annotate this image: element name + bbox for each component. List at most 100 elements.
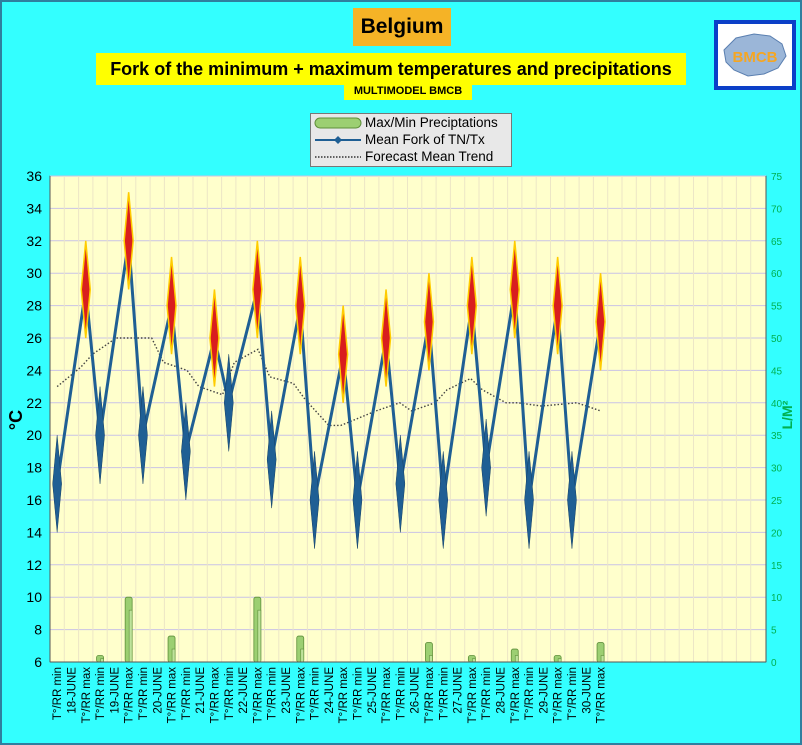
x-tick-label: T°/RR min <box>95 667 107 720</box>
y-tick-label: 26 <box>26 330 42 346</box>
precip-bar-min <box>171 648 176 663</box>
axes: 6 8 10 12 14 16 18 20 22 24 26 28 30 32 34 36 0 5 10 15 20 25… <box>26 168 782 723</box>
bmcb-logo: BMCB <box>714 20 796 90</box>
max-diamond <box>166 256 177 355</box>
min-diamond <box>395 435 406 533</box>
x-tick-label: 30-JUNE <box>581 667 593 714</box>
y-tick-label: 18 <box>26 460 42 476</box>
precip-bar-min <box>600 655 605 663</box>
legend-label-precip: Max/Min Preciptations <box>365 115 498 130</box>
y-tick-label: 36 <box>26 168 42 184</box>
min-diamond <box>438 451 449 549</box>
y2-tick-label: 0 <box>771 658 777 669</box>
x-tick-label: T°/RR min <box>224 667 236 720</box>
y2-tick-label: 40 <box>771 399 783 410</box>
x-tick-label: 29-JUNE <box>538 667 550 714</box>
legend-item-fork: Mean Fork of TN/Tx <box>311 132 511 148</box>
x-tick-label: 23-JUNE <box>281 667 293 714</box>
precip-bar-min <box>429 655 433 663</box>
mean-fork-line <box>55 240 603 501</box>
country-title: Belgium <box>353 8 451 46</box>
y-tick-label: 10 <box>26 589 42 605</box>
max-diamond <box>337 305 349 403</box>
max-diamond <box>380 289 392 387</box>
legend-item-precip: Max/Min Preciptations <box>311 115 511 131</box>
model-label: MULTIMODEL BMCB <box>344 83 472 100</box>
max-diamond <box>466 256 478 355</box>
x-tick-label: 22-JUNE <box>238 667 250 714</box>
x-tick-label: 21-JUNE <box>195 667 207 714</box>
x-tick-label: 28-JUNE <box>495 667 507 714</box>
x-tick-label: 19-JUNE <box>109 667 121 714</box>
x-tick-label: T°/RR min <box>52 667 64 720</box>
x-tick-label: T°/RR min <box>438 667 450 720</box>
y-tick-label: 16 <box>26 492 42 508</box>
x-tick-label: T°/RR max <box>338 667 350 724</box>
x-tick-label: 27-JUNE <box>453 667 465 714</box>
chart-subtitle: Fork of the minimum + maximum temperatur… <box>96 53 686 85</box>
y2-tick-label: 5 <box>771 626 777 637</box>
precip-bar-min <box>300 648 305 663</box>
x-tick-label: T°/RR max <box>381 667 393 724</box>
y2-tick-label: 30 <box>771 464 783 475</box>
max-diamond <box>595 273 606 371</box>
y2-tick-label: 15 <box>771 561 783 572</box>
y2-tick-label: 60 <box>771 269 783 280</box>
y-tick-label: 20 <box>26 427 42 443</box>
max-diamond <box>252 240 263 339</box>
x-tick-label: T°/RR min <box>267 667 279 720</box>
x-tick-label: T°/RR max <box>81 667 93 724</box>
x-tick-label: T°/RR max <box>424 667 436 724</box>
y-tick-label: 28 <box>26 298 42 314</box>
y-tick-label: 32 <box>26 233 42 249</box>
y-tick-label: 14 <box>26 524 42 540</box>
min-diamond <box>309 451 320 549</box>
min-diamond <box>352 451 363 549</box>
max-diamond <box>423 273 435 371</box>
x-tick-label: 18-JUNE <box>66 667 78 714</box>
y2-tick-label: 35 <box>771 431 783 442</box>
y2-tick-label: 20 <box>771 528 783 539</box>
x-tick-label: T°/RR min <box>567 667 579 720</box>
y2-tick-label: 10 <box>771 593 783 604</box>
max-diamond <box>509 240 521 339</box>
y2-tick-label: 65 <box>771 237 783 248</box>
y-tick-label: 30 <box>26 265 42 281</box>
x-tick-label: 24-JUNE <box>324 667 336 714</box>
min-diamond <box>524 451 534 549</box>
x-tick-label: T°/RR min <box>181 667 193 720</box>
y-tick-label: 34 <box>26 200 42 216</box>
legend-label-fork: Mean Fork of TN/Tx <box>365 132 485 147</box>
min-diamond <box>223 354 234 452</box>
fork-series <box>52 192 606 549</box>
min-diamond <box>567 451 577 549</box>
precip-bar-min <box>257 609 262 663</box>
x-tick-label: 20-JUNE <box>152 667 164 714</box>
x-tick-label: T°/RR min <box>524 667 536 720</box>
x-tick-label: T°/RR max <box>553 667 565 724</box>
min-diamond <box>52 435 62 533</box>
legend-item-trend: Forecast Mean Trend <box>311 149 511 165</box>
x-tick-label: T°/RR min <box>310 667 322 720</box>
precip-swatch-icon <box>314 117 362 129</box>
x-tick-label: T°/RR min <box>481 667 493 720</box>
x-tick-label: T°/RR min <box>352 667 364 720</box>
precip-bar-min <box>514 655 519 663</box>
x-tick-label: T°/RR max <box>167 667 179 724</box>
max-diamond <box>209 289 220 387</box>
precip-bar-min <box>128 609 133 663</box>
fork-line-swatch-icon <box>315 136 361 144</box>
y-tick-label: 6 <box>34 654 42 670</box>
y-axis-label: °C <box>6 410 26 430</box>
y-tick-label: 24 <box>26 362 42 378</box>
x-tick-label: T°/RR max <box>124 667 136 724</box>
max-diamond <box>294 256 306 355</box>
min-diamond <box>481 418 491 517</box>
min-diamond <box>181 402 191 501</box>
svg-text:BMCB: BMCB <box>733 49 778 66</box>
min-diamond <box>95 386 105 484</box>
y2-axis-label: L/M² <box>779 400 795 429</box>
x-tick-label: T°/RR max <box>252 667 264 724</box>
max-diamond <box>552 256 563 355</box>
